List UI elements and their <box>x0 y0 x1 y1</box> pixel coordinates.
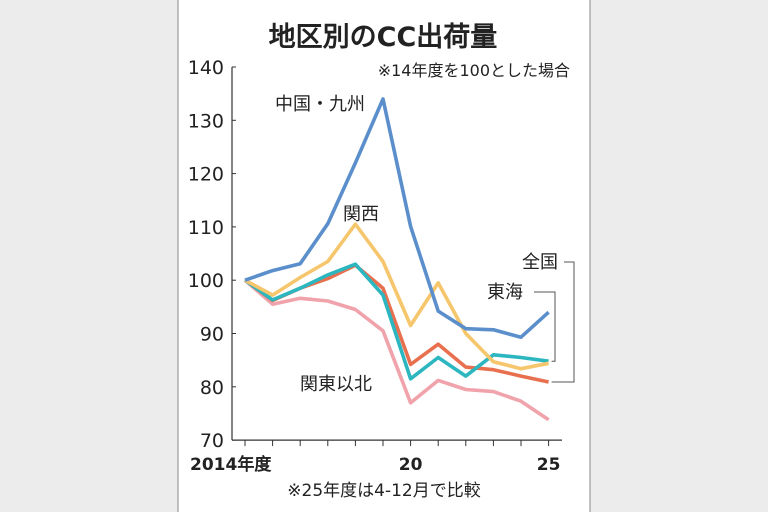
y-tick-label: 120 <box>188 164 224 186</box>
series-label-0: 中国・九州 <box>275 94 365 115</box>
chart-subtitle: ※14年度を100とした場合 <box>378 61 570 80</box>
x-tick-label: 25 <box>537 455 561 475</box>
series-label-4: 関東以北 <box>300 374 372 395</box>
series-line-1 <box>244 222 549 371</box>
chart-footnote: ※25年度は4-12月で比較 <box>287 481 480 501</box>
chart-panel <box>177 0 591 512</box>
y-tick-label: 90 <box>200 324 224 346</box>
leader-line-zenkoku <box>551 261 575 383</box>
y-tick-label: 100 <box>188 270 224 292</box>
leader-line-tokai <box>534 291 556 362</box>
series-label-2: 東海 <box>487 282 523 303</box>
x-tick-label: 20 <box>399 455 423 475</box>
series-line-2 <box>243 262 549 381</box>
series-line-4 <box>243 278 550 422</box>
chart-title: 地区別のCC出荷量 <box>269 22 498 53</box>
y-tick-label: 70 <box>200 430 224 452</box>
y-tick-label: 110 <box>188 217 224 239</box>
y-tick-label: 130 <box>188 110 224 132</box>
series-label-3: 全国 <box>522 252 558 273</box>
series-line-0 <box>244 97 550 340</box>
y-tick-label: 140 <box>188 57 224 79</box>
y-tick-label: 80 <box>200 377 224 399</box>
x-tick-label: 2014年度 <box>190 454 272 475</box>
series-label-1: 関西 <box>343 204 379 225</box>
